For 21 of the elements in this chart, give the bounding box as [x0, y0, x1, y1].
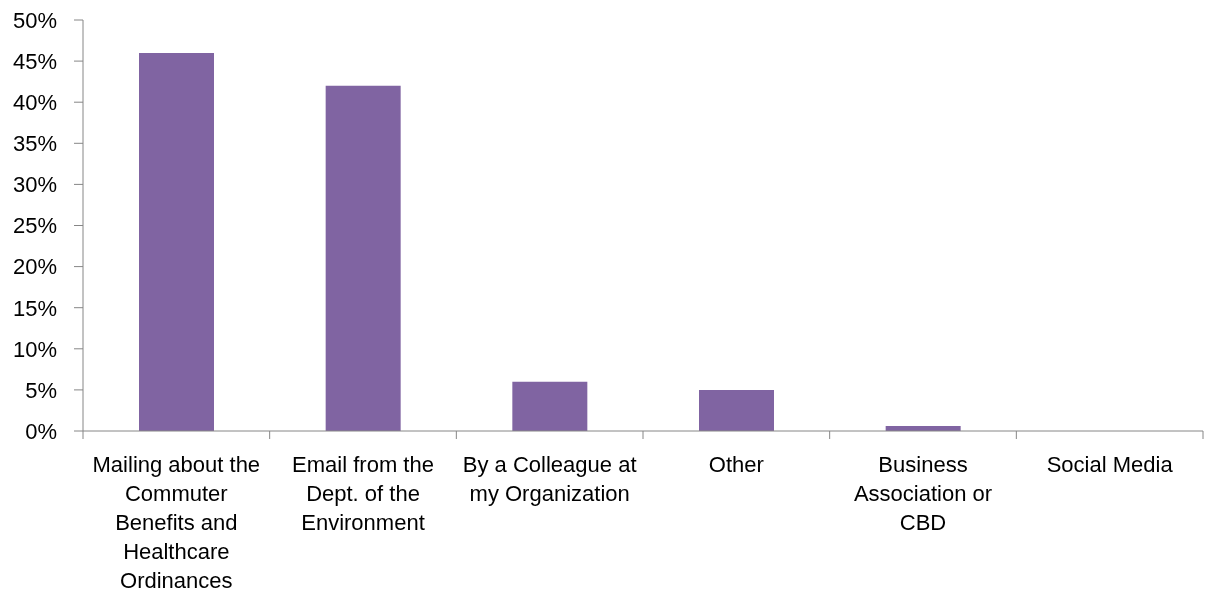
x-tick-label: Business Association or CBD	[853, 452, 993, 535]
y-tick-label: 40%	[12, 90, 57, 116]
bar	[512, 381, 588, 431]
y-tick-label: 10%	[12, 336, 57, 362]
y-tick-label: 35%	[12, 131, 57, 157]
bar	[139, 52, 214, 431]
x-tick-label: Social Media	[1046, 452, 1174, 477]
y-tick-label: 30%	[12, 172, 57, 198]
y-tick-label: 20%	[12, 254, 57, 280]
y-tick-label: 5%	[25, 377, 57, 403]
y-tick-label: 45%	[12, 48, 57, 74]
y-tick-label: 0%	[25, 418, 57, 444]
x-tick-label: Mailing about the Commuter Benefits and Healthcare Ordinances	[92, 452, 261, 593]
x-tick-label: Other	[708, 452, 764, 477]
bar	[699, 389, 774, 431]
x-tick-label: Email from the Dept. of the Environment	[292, 452, 434, 535]
y-tick-label: 50%	[12, 7, 57, 33]
y-tick-label: 15%	[12, 295, 57, 321]
bar	[325, 85, 401, 431]
x-tick-label: By a Colleague at my Organization	[462, 452, 637, 506]
y-tick-label: 25%	[12, 213, 57, 239]
